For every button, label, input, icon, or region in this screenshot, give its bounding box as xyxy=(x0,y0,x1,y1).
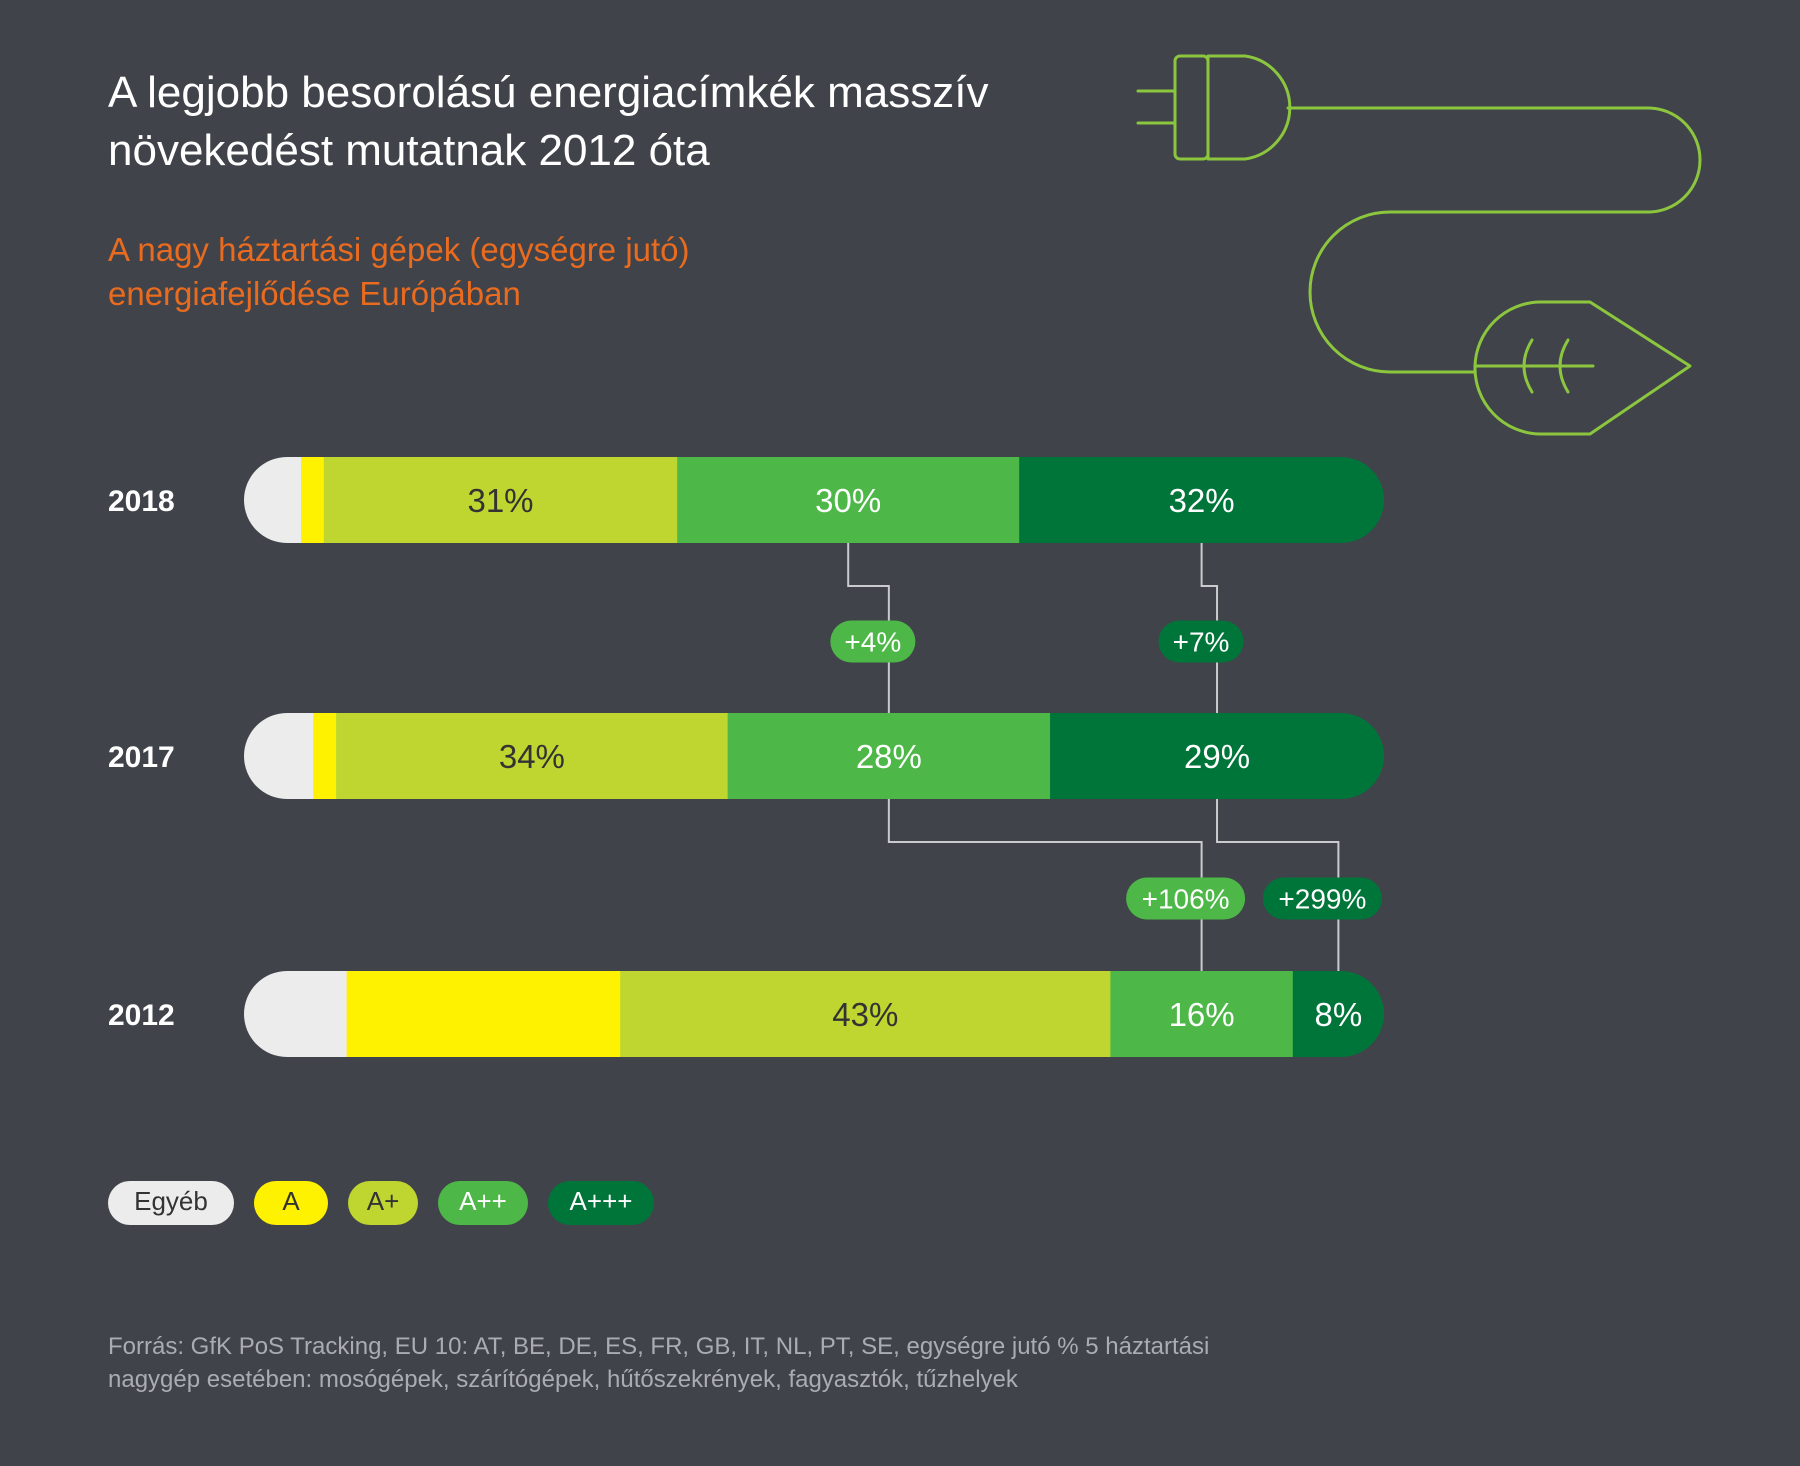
data-label-2018-aplus: 31% xyxy=(467,482,533,519)
bar-segment-2018-aplusplus xyxy=(677,457,1020,543)
data-label-2018-aplusplus: 30% xyxy=(815,482,881,519)
bar-segment-2018-aplusplusplus xyxy=(1019,457,1384,543)
legend-item-egy-b: Egyéb xyxy=(108,1181,234,1225)
category-label-2012: 2012 xyxy=(108,999,175,1032)
bar-segment-2017-egy-b xyxy=(244,713,314,799)
bar-segment-2012-aplusplus xyxy=(1110,971,1294,1057)
bar-segment-2017-a xyxy=(313,713,337,799)
bar-segment-2017-aplusplusplus xyxy=(1050,713,1384,799)
data-label-2017-aplus: 34% xyxy=(499,738,565,775)
change-badge: +7% xyxy=(1158,620,1244,663)
chart-subtitle-line: energiafejlődése Európában xyxy=(108,275,521,312)
bar-row-2012: 43% 16% 8% 2012 xyxy=(108,971,1384,1057)
bar-segment-2018-egy-b xyxy=(244,457,302,543)
bars: 31% 30% 32% 2018 34% 28% 29% 2017 43% 16% 8% 2012 xyxy=(108,457,1384,1057)
bar-row-2018: 31% 30% 32% 2018 xyxy=(108,457,1384,543)
bar-segment-2018-a xyxy=(301,457,325,543)
data-label-2012-aplusplusplus: 8% xyxy=(1315,996,1363,1033)
bar-segment-2018-aplus xyxy=(323,457,678,543)
bar-segment-2012-aplus xyxy=(620,971,1111,1057)
bar-segment-2017-aplus xyxy=(336,713,729,799)
bar-segment-2012-aplusplusplus xyxy=(1292,971,1384,1057)
change-label: +299% xyxy=(1278,884,1366,915)
legend: Egyéb A A+ A++ A+++ xyxy=(108,1181,654,1225)
category-label-2017: 2017 xyxy=(108,741,175,774)
chart-title-line: A legjobb besorolású energiacímkék massz… xyxy=(108,68,989,117)
legend-item-aplusplus: A++ xyxy=(438,1181,528,1225)
change-badges: +4% +7% +106% +299% xyxy=(830,620,1382,920)
data-label-2017-aplusplusplus: 29% xyxy=(1184,738,1250,775)
bar-row-2017: 34% 28% 29% 2017 xyxy=(108,713,1384,799)
data-label-2018-aplusplusplus: 32% xyxy=(1169,482,1235,519)
bar-segment-2012-a xyxy=(346,971,621,1057)
data-label-2012-aplusplus: 16% xyxy=(1169,996,1235,1033)
change-label: +4% xyxy=(844,627,901,658)
source-line: Forrás: GfK PoS Tracking, EU 10: AT, BE,… xyxy=(108,1333,1210,1360)
legend-item-aplusplusplus: A+++ xyxy=(548,1181,654,1225)
data-label-2012-aplus: 43% xyxy=(832,996,898,1033)
source-line: nagygép esetében: mosógépek, szárítógépe… xyxy=(108,1366,1018,1393)
bar-segment-2017-aplusplus xyxy=(727,713,1051,799)
chart-title: A legjobb besorolású energiacímkék massz… xyxy=(108,64,1108,180)
data-label-2017-aplusplus: 28% xyxy=(856,738,922,775)
legend-item-a: A xyxy=(254,1181,328,1225)
change-label: +7% xyxy=(1173,627,1230,658)
change-badge: +106% xyxy=(1126,877,1246,920)
chart-subtitle-line: A nagy háztartási gépek (egységre jutó) xyxy=(108,231,690,268)
change-badge: +299% xyxy=(1262,877,1382,920)
change-label: +106% xyxy=(1142,884,1230,915)
plug-leaf-icon xyxy=(1136,54,1702,436)
legend-item-aplus: A+ xyxy=(348,1181,418,1225)
category-label-2018: 2018 xyxy=(108,485,175,518)
change-badge: +4% xyxy=(830,620,916,663)
source-note: Forrás: GfK PoS Tracking, EU 10: AT, BE,… xyxy=(108,1330,1508,1396)
chart-subtitle: A nagy háztartási gépek (egységre jutó) … xyxy=(108,228,1008,316)
bar-segment-2012-egy-b xyxy=(244,971,348,1057)
chart-title-line: növekedést mutatnak 2012 óta xyxy=(108,126,710,175)
